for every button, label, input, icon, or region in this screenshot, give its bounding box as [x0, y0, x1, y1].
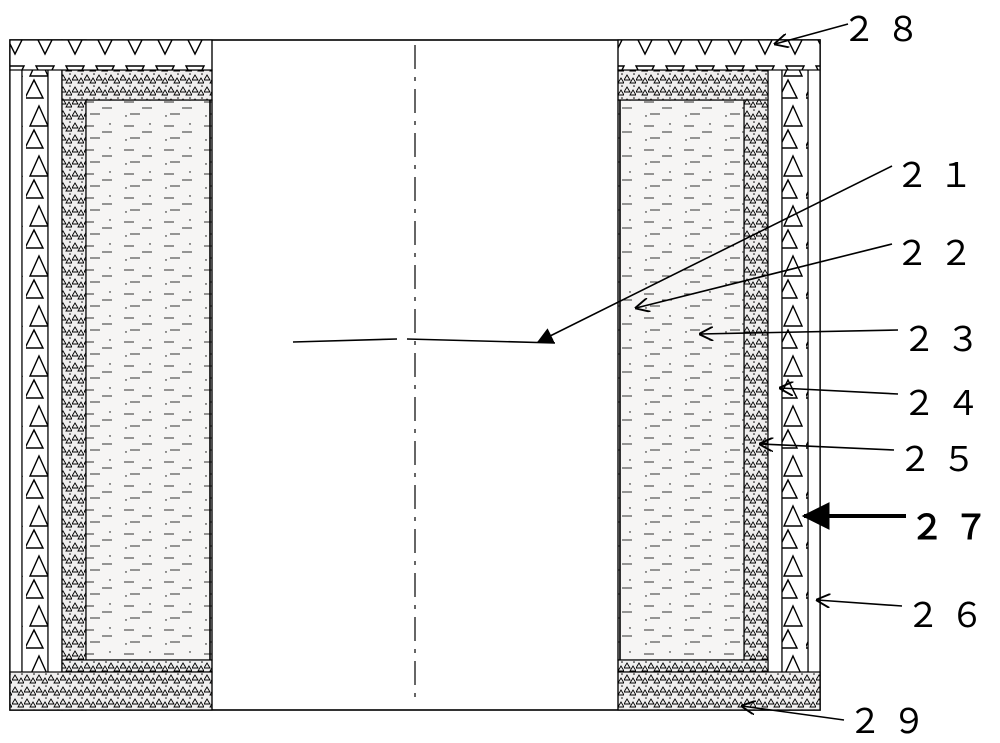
- callout-label-25: ２５: [898, 432, 986, 481]
- callout-label-21: ２１: [895, 148, 983, 197]
- callout-label-28: ２８: [842, 2, 930, 51]
- callout-label-23: ２３: [902, 312, 990, 361]
- callout-label-27: ２７: [910, 500, 998, 549]
- callout-label-24: ２４: [902, 376, 990, 425]
- cross-section-diagram: [0, 0, 1000, 726]
- callout-label-22: ２２: [895, 226, 983, 275]
- callout-label-29: ２９: [848, 694, 936, 743]
- callout-label-26: ２６: [906, 588, 994, 637]
